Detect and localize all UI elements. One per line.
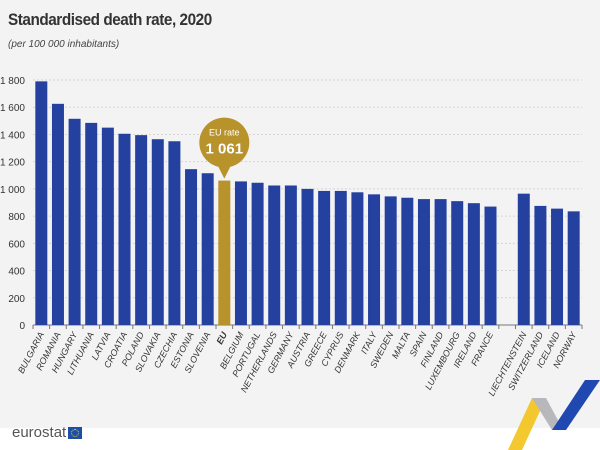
logo-swoosh-grey [532,398,560,430]
callout-value: 1 061 [206,141,244,158]
y-tick-label: 800 [8,212,25,223]
bar-switzerland [534,205,547,325]
logo-swoosh-blue [552,380,600,430]
bar-cyprus [334,190,347,325]
bar-spain [417,199,430,325]
bar-lithuania [85,122,98,325]
bar-hungary [68,118,81,326]
y-tick-label: 400 [8,267,25,278]
bar-bulgaria [35,81,48,325]
chart-title: Standardised death rate, 2020 [8,10,212,29]
bar-romania [51,103,64,325]
bar-italy [368,194,381,325]
bar-iceland [551,208,564,325]
bar-ireland [467,203,480,325]
y-tick-label: 1 800 [0,76,25,87]
bar-france [484,206,497,325]
bar-malta [401,197,414,325]
bar-croatia [118,133,131,325]
y-tick-label: 200 [8,294,25,305]
bar-eu [218,180,231,325]
bar-greece [318,190,331,325]
y-tick-label: 1 200 [0,158,25,169]
bar-luxembourg [451,201,464,325]
callout-label: EU rate [209,128,240,138]
y-tick-label: 0 [19,321,25,332]
bar-latvia [101,127,114,325]
bar-sweden [384,196,397,325]
bar-finland [434,199,447,325]
bar-poland [135,135,148,325]
bar-portugal [251,182,264,325]
y-tick-label: 1 400 [0,130,25,141]
bar-estonia [185,169,198,325]
bar-czechia [168,141,181,325]
eu-rate-callout [199,117,250,168]
bar-liechtenstein [517,193,530,325]
callout-pointer [218,166,231,179]
bar-germany [284,185,297,325]
bar-belgium [234,181,247,325]
bar-netherlands [268,185,281,325]
logo-text: eurostat [12,424,67,441]
bar-norway [567,211,580,325]
y-tick-label: 600 [8,239,25,250]
x-tick-label: EU [214,330,229,346]
chart-background [0,0,600,428]
bar-austria [301,188,314,325]
bar-denmark [351,192,364,325]
y-tick-label: 1 600 [0,103,25,114]
eurostat-logo: eurostat [12,424,83,441]
bar-slovakia [151,139,164,325]
chart-subtitle: (per 100 000 inhabitants) [8,39,120,50]
logo-swoosh-yellow [508,398,546,450]
eu-flag-icon [68,426,83,439]
bar-slovenia [201,173,214,325]
y-tick-label: 1 000 [0,185,25,196]
